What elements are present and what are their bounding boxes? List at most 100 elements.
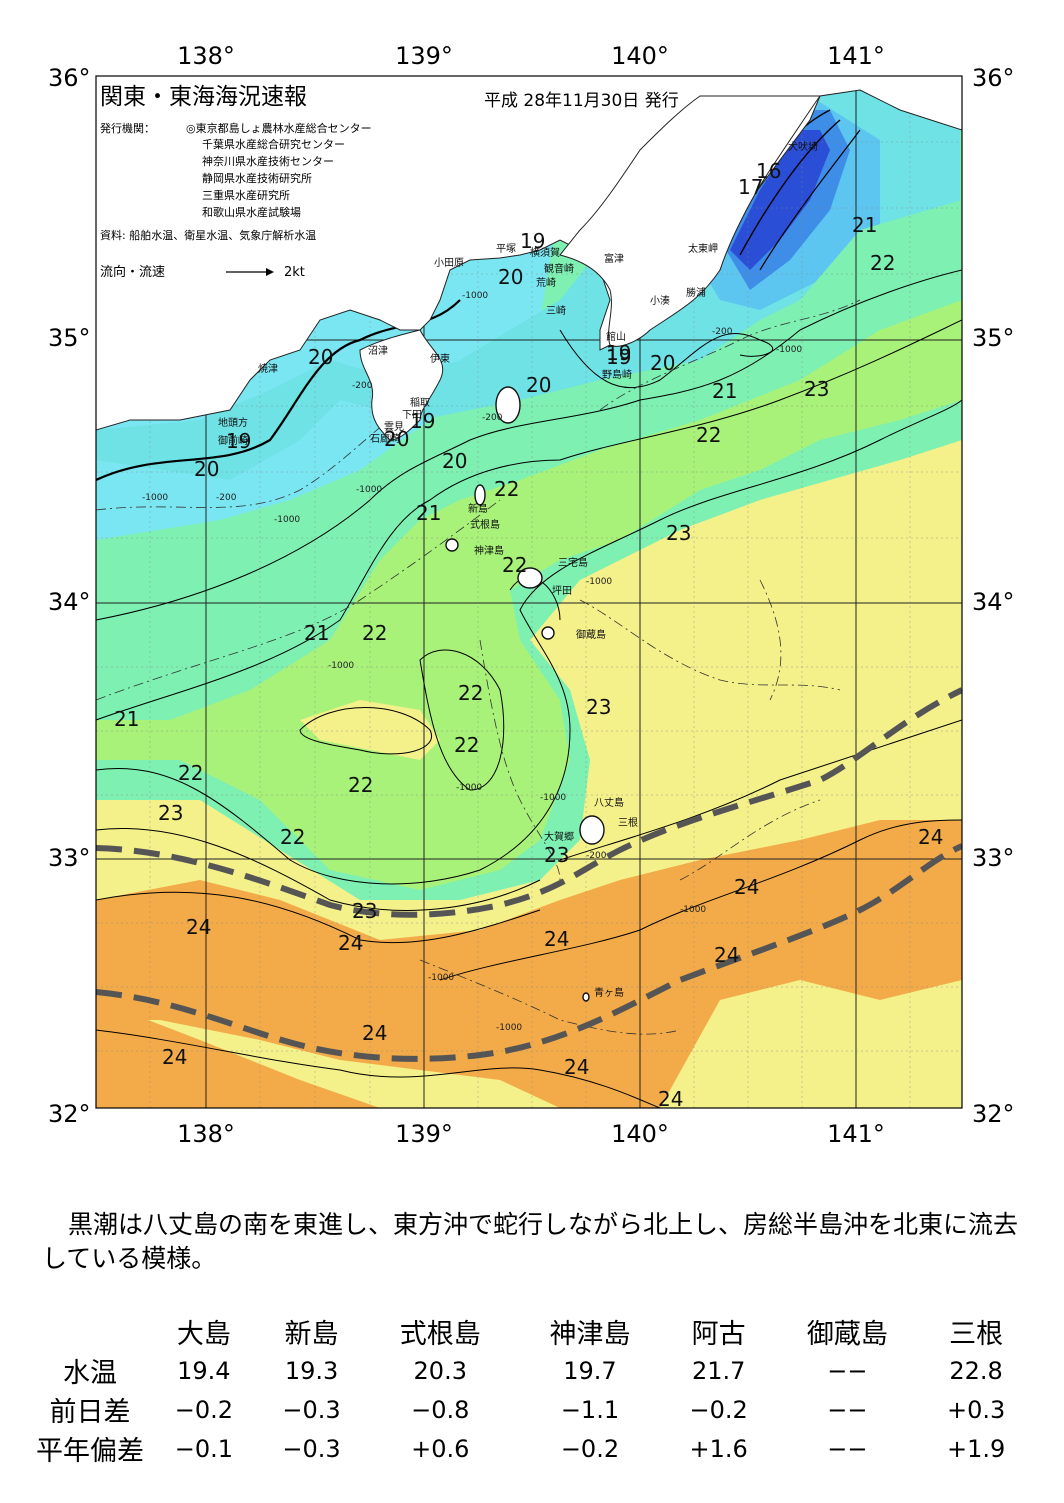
publisher-item: 和歌山県水産試験場 bbox=[202, 205, 301, 219]
isotherm-label: 24 bbox=[338, 931, 363, 955]
lon-label: 138° bbox=[177, 1120, 235, 1148]
table-cell: +1.9 bbox=[946, 1434, 1006, 1463]
lat-label: 35° bbox=[48, 324, 91, 352]
isotherm-label: 22 bbox=[458, 681, 483, 705]
isotherm-label: 24 bbox=[362, 1021, 387, 1045]
publisher-item: 静岡県水産技術研究所 bbox=[202, 171, 312, 185]
zone-22-patch bbox=[420, 650, 500, 790]
depth-label: -200 bbox=[352, 381, 373, 391]
isotherm-label: 17 bbox=[738, 175, 763, 199]
column-header: 大島 bbox=[176, 1319, 231, 1350]
summary-text: 黒潮は八丈島の南を東進し、東方沖で蛇行しながら北上し、房総半島沖を北東に流去して… bbox=[42, 1210, 1019, 1273]
column-header: 御蔵島 bbox=[806, 1319, 888, 1350]
place-names: 犬吠埼 太東岬 勝浦 小湊 富津 館山 野島崎 横須賀 観音崎 荒崎 三崎 平塚… bbox=[218, 140, 818, 999]
lon-label: 141° bbox=[827, 42, 885, 70]
lat-label: 34° bbox=[972, 588, 1015, 616]
place-name: 稲取 bbox=[410, 397, 430, 409]
isotherm-label: 23 bbox=[666, 521, 691, 545]
place-name: 平塚 bbox=[496, 243, 516, 255]
lon-label: 139° bbox=[395, 1120, 453, 1148]
place-name: 焼津 bbox=[258, 363, 278, 375]
longitude-labels-top: 138° 139° 140° 141° bbox=[177, 42, 885, 70]
depth-label: -200 bbox=[712, 327, 733, 337]
lon-label: 139° bbox=[395, 42, 453, 70]
isotherm-label: 24 bbox=[544, 927, 569, 951]
isotherm-label: 22 bbox=[696, 423, 721, 447]
isotherm-labels: 16 17 21 22 19 20 20 20 19 20 20 21 23 2… bbox=[114, 159, 943, 1111]
data-source: 資料: 船舶水温、衛星水温、気象庁解析水温 bbox=[100, 228, 316, 242]
depth-label: -200 bbox=[586, 851, 607, 861]
table-cell: −0.3 bbox=[282, 1434, 341, 1463]
place-name: 新島 bbox=[468, 502, 488, 515]
isotherm-label: 23 bbox=[158, 801, 183, 825]
depth-label: -1000 bbox=[356, 485, 382, 495]
depth-label: -1000 bbox=[456, 783, 482, 793]
column-header: 阿古 bbox=[691, 1319, 746, 1350]
column-header: 神津島 bbox=[549, 1319, 631, 1350]
kuroshio-summary: 黒潮は八丈島の南を東進し、東方沖で蛇行しながら北上し、房総半島沖を北東に流去して… bbox=[42, 1208, 1022, 1276]
flow-legend: 流向・流速 2kt bbox=[100, 264, 305, 280]
depth-label: -1000 bbox=[462, 291, 488, 301]
isotherm-label: 24 bbox=[658, 1087, 683, 1111]
depth-label: -1000 bbox=[142, 493, 168, 503]
latitude-labels-left: 36° 35° 34° 33° 32° bbox=[48, 64, 91, 1128]
place-name: 横須賀 bbox=[530, 246, 560, 259]
isotherm-label: 20 bbox=[650, 351, 675, 375]
table-cell: −0.8 bbox=[411, 1395, 470, 1424]
aogashima-island bbox=[582, 992, 590, 1002]
lon-label: 140° bbox=[611, 1120, 669, 1148]
depth-label: -1000 bbox=[328, 661, 354, 671]
izu-peninsula bbox=[359, 329, 444, 441]
boso-peninsula bbox=[559, 95, 821, 347]
depth-label: -1000 bbox=[540, 793, 566, 803]
isotherm-label: 16 bbox=[756, 159, 781, 183]
table-cell: +0.3 bbox=[946, 1395, 1006, 1424]
table-row: 平年偏差 −0.1 −0.3 +0.6 −0.2 +1.6 −− +1.9 bbox=[30, 1429, 1030, 1468]
place-name: 地頭方 bbox=[218, 416, 248, 429]
table-corner bbox=[30, 1312, 150, 1351]
table-cell: −0.1 bbox=[174, 1434, 233, 1463]
table-cell: +1.6 bbox=[689, 1434, 748, 1463]
isotherm-label: 23 bbox=[804, 377, 829, 401]
niijima-island bbox=[474, 484, 486, 506]
place-name: 式根島 bbox=[470, 518, 500, 531]
izu-oshima-island bbox=[495, 386, 521, 424]
place-name: 神津島 bbox=[474, 544, 504, 557]
place-name: 八丈島 bbox=[594, 796, 624, 809]
zone-16 bbox=[730, 130, 830, 270]
place-name: 御前崎 bbox=[218, 434, 248, 447]
isotherm-label: 22 bbox=[362, 621, 387, 645]
place-name: 石廊崎 bbox=[370, 432, 400, 445]
zone-24-sw bbox=[96, 1000, 380, 1108]
table-row: 水温 19.4 19.3 20.3 19.7 21.7 −− 22.8 bbox=[30, 1351, 1030, 1390]
flow-scale: 2kt bbox=[284, 265, 305, 280]
publisher-item: 三重県水産研究所 bbox=[202, 188, 290, 202]
lat-label: 32° bbox=[972, 1100, 1015, 1128]
lat-label: 36° bbox=[48, 64, 91, 92]
publisher-item: 千葉県水産総合研究センター bbox=[202, 137, 345, 151]
miyakejima-island bbox=[517, 567, 543, 589]
map-title: 関東・東海海況速報 bbox=[100, 84, 307, 110]
table-cell: 19.3 bbox=[284, 1356, 339, 1385]
place-name: 観音崎 bbox=[544, 262, 574, 275]
column-header: 式根島 bbox=[399, 1319, 481, 1350]
lat-label: 33° bbox=[972, 844, 1015, 872]
lon-label: 141° bbox=[827, 1120, 885, 1148]
lat-label: 33° bbox=[48, 844, 91, 872]
isotherm-label: 23 bbox=[586, 695, 611, 719]
depth-contours bbox=[96, 299, 861, 1035]
table-cell: −0.2 bbox=[174, 1395, 233, 1424]
land bbox=[96, 76, 962, 441]
table-row: 前日差 −0.2 −0.3 −0.8 −1.1 −0.2 −− +0.3 bbox=[30, 1390, 1030, 1429]
table-cell: −1.1 bbox=[560, 1395, 620, 1424]
isotherm-label: 24 bbox=[734, 875, 759, 899]
depth-label: -1000 bbox=[680, 905, 706, 915]
kuroshio-current bbox=[96, 687, 962, 1062]
isotherm-label: 19 bbox=[606, 341, 631, 365]
isotherm-label: 24 bbox=[564, 1055, 589, 1079]
zone-22 bbox=[96, 300, 962, 890]
row-label: 前日差 bbox=[49, 1397, 131, 1428]
isotherm-label: 22 bbox=[348, 773, 373, 797]
lon-label: 140° bbox=[611, 42, 669, 70]
isotherm-label: 22 bbox=[280, 825, 305, 849]
